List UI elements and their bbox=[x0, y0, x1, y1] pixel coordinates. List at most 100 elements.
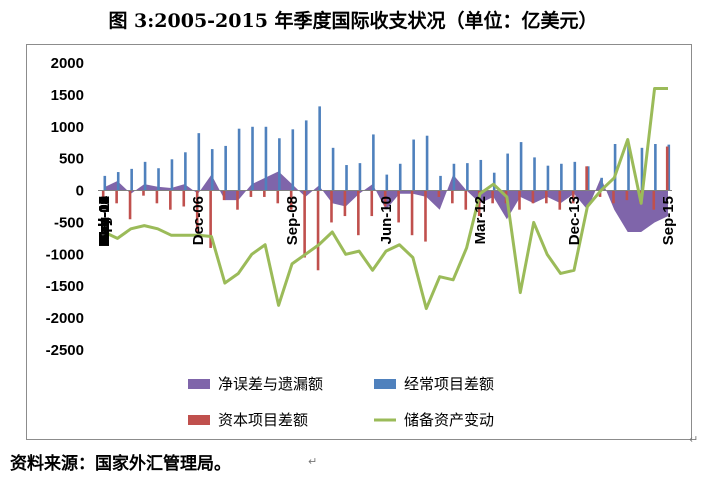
bar bbox=[251, 126, 254, 191]
legend-label: 资本项目差额 bbox=[218, 411, 308, 429]
y-tick-label: 0 bbox=[76, 183, 84, 200]
bar bbox=[209, 190, 212, 248]
bar bbox=[143, 161, 147, 191]
x-tick-label: Oct-05 bbox=[96, 196, 113, 243]
y-tick-label: 500 bbox=[59, 151, 84, 168]
bar bbox=[157, 168, 160, 191]
legend-label: 储备资产变动 bbox=[404, 411, 494, 429]
bar bbox=[155, 190, 159, 204]
bar bbox=[424, 190, 427, 242]
bar bbox=[613, 143, 617, 191]
legend-swatch bbox=[188, 379, 210, 389]
bar bbox=[437, 190, 441, 197]
y-tick-label: 1000 bbox=[51, 119, 84, 136]
bar bbox=[169, 190, 172, 210]
x-tick-label: Dec-06 bbox=[190, 196, 207, 245]
bar bbox=[410, 190, 414, 236]
bar bbox=[358, 163, 362, 191]
bar bbox=[466, 163, 469, 191]
bar bbox=[264, 126, 268, 191]
bar bbox=[345, 165, 348, 191]
bar bbox=[197, 133, 201, 191]
bar bbox=[170, 159, 174, 191]
bar bbox=[654, 143, 657, 191]
bar bbox=[304, 120, 308, 191]
bar bbox=[545, 190, 548, 204]
x-tick-label: May-06 bbox=[96, 196, 113, 247]
y-tick-label: -2500 bbox=[46, 342, 84, 359]
bar bbox=[276, 190, 280, 204]
bar bbox=[531, 190, 535, 204]
bar bbox=[560, 163, 563, 191]
y-tick-label: 1500 bbox=[51, 87, 84, 104]
bar bbox=[573, 161, 577, 191]
x-tick-label: Jul-14 bbox=[96, 195, 113, 239]
bar bbox=[289, 190, 293, 210]
bar bbox=[116, 172, 120, 191]
bar bbox=[665, 146, 669, 191]
legend-swatch bbox=[374, 379, 396, 389]
x-tick-label: Nov-09 bbox=[96, 196, 113, 246]
bar bbox=[128, 190, 132, 220]
series-line-0 bbox=[103, 87, 668, 311]
bar bbox=[278, 138, 281, 191]
y-tick-label: -500 bbox=[54, 214, 84, 231]
bar bbox=[506, 153, 509, 191]
bar bbox=[491, 190, 494, 204]
bar bbox=[101, 190, 105, 201]
source-note: 资料来源：国家外汇管理局。 bbox=[10, 454, 231, 474]
x-tick-label: Dec-13 bbox=[566, 196, 583, 245]
bar bbox=[585, 166, 588, 191]
bar bbox=[439, 175, 442, 191]
bar bbox=[182, 190, 186, 207]
x-tick-label: Jan-11 bbox=[96, 196, 113, 243]
bar bbox=[236, 190, 239, 210]
bar bbox=[612, 190, 615, 204]
legend-label: 经常项目差额 bbox=[404, 375, 494, 393]
chart-title: 图 3:2005-2015 年季度国际收支状况（单位：亿美元） bbox=[108, 10, 598, 32]
legend-label: 净误差与遗漏额 bbox=[218, 375, 323, 393]
bar bbox=[533, 157, 536, 191]
bar bbox=[331, 147, 335, 191]
bar bbox=[667, 144, 671, 191]
bar bbox=[425, 135, 429, 191]
x-tick-label: Mar-12 bbox=[472, 196, 489, 244]
bar bbox=[546, 165, 550, 191]
bar bbox=[600, 177, 603, 191]
bar bbox=[640, 147, 644, 191]
y-tick-label: -2000 bbox=[46, 310, 84, 327]
bar bbox=[142, 190, 145, 196]
x-tick-label: Sep-15 bbox=[660, 196, 677, 245]
x-tick-label: Jun-10 bbox=[378, 196, 395, 244]
bar bbox=[652, 190, 656, 210]
x-tick-label: May-13 bbox=[96, 196, 113, 247]
y-tick-label: -1500 bbox=[46, 278, 84, 295]
bar bbox=[222, 190, 226, 201]
bar bbox=[385, 174, 389, 191]
bar bbox=[263, 190, 266, 197]
bar bbox=[237, 128, 241, 191]
bar bbox=[492, 172, 496, 191]
legend-swatch bbox=[188, 415, 210, 425]
bar bbox=[398, 163, 402, 191]
x-tick-label: Oct-12 bbox=[96, 196, 113, 243]
y-axis: 2000 1500 1000 500 0 -500 -1000 -1500 -2000 -2500 bbox=[46, 55, 84, 359]
x-tick-label: Feb-15 bbox=[96, 196, 113, 244]
x-tick-label: Sep-08 bbox=[284, 196, 301, 245]
x-tick-label: Apr-09 bbox=[96, 196, 113, 244]
bar bbox=[103, 175, 107, 191]
bar bbox=[558, 190, 562, 210]
bar bbox=[370, 190, 374, 217]
bar bbox=[451, 190, 454, 204]
bar bbox=[452, 163, 456, 191]
bar bbox=[518, 190, 521, 210]
bar bbox=[477, 190, 481, 217]
y-tick-label: 2000 bbox=[51, 55, 84, 72]
bar bbox=[210, 149, 214, 191]
bar bbox=[343, 190, 347, 217]
plot-area bbox=[98, 87, 672, 311]
bar bbox=[115, 190, 118, 204]
